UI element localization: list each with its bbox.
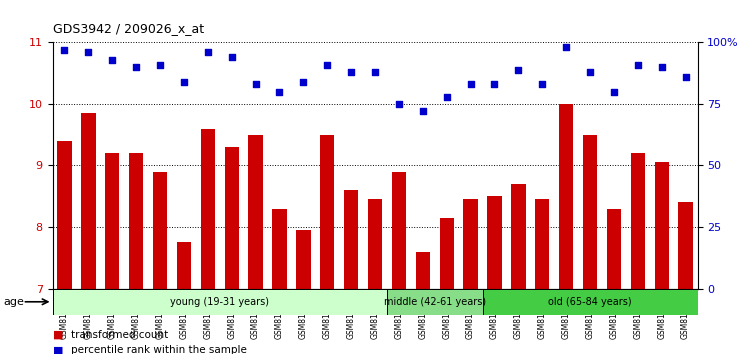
Point [441, 94, 453, 99]
Bar [559, 104, 573, 289]
Bar [655, 162, 669, 289]
Point [178, 79, 190, 85]
Bar [583, 135, 597, 289]
Point [58, 47, 70, 53]
Bar [177, 242, 191, 289]
Point [226, 55, 238, 60]
Bar [53, 289, 387, 315]
Bar [224, 147, 238, 289]
Point [536, 81, 548, 87]
Bar [248, 135, 262, 289]
Point [202, 50, 214, 55]
Text: young (19-31 years): young (19-31 years) [170, 297, 269, 307]
Bar [81, 113, 95, 289]
Bar [153, 172, 167, 289]
Bar [296, 230, 310, 289]
Point [608, 89, 620, 95]
Bar [105, 153, 119, 289]
Text: age: age [4, 297, 25, 307]
Point [297, 79, 309, 85]
Bar [344, 190, 358, 289]
Bar [129, 153, 143, 289]
Point [464, 81, 476, 87]
Point [250, 81, 262, 87]
Text: GDS3942 / 209026_x_at: GDS3942 / 209026_x_at [53, 22, 203, 35]
Bar [416, 252, 430, 289]
Text: ■: ■ [53, 346, 63, 354]
Bar [320, 135, 334, 289]
Bar [392, 172, 406, 289]
Bar [679, 202, 693, 289]
Bar [464, 199, 478, 289]
Point [417, 109, 429, 114]
Point [154, 62, 166, 68]
Point [560, 45, 572, 50]
Text: middle (42-61 years): middle (42-61 years) [384, 297, 486, 307]
Bar [535, 199, 550, 289]
Point [82, 50, 94, 55]
Bar [387, 289, 482, 315]
Text: ■: ■ [53, 330, 63, 339]
Point [321, 62, 333, 68]
Point [345, 69, 357, 75]
Point [656, 64, 668, 70]
Bar [482, 289, 698, 315]
Bar [607, 209, 621, 289]
Point [488, 81, 500, 87]
Bar [488, 196, 502, 289]
Text: percentile rank within the sample: percentile rank within the sample [71, 346, 248, 354]
Bar [272, 209, 286, 289]
Bar [440, 218, 454, 289]
Point [369, 69, 381, 75]
Point [584, 69, 596, 75]
Point [680, 74, 692, 80]
Bar [631, 153, 645, 289]
Point [632, 62, 644, 68]
Bar [368, 199, 382, 289]
Bar [57, 141, 71, 289]
Text: old (65-84 years): old (65-84 years) [548, 297, 632, 307]
Point [512, 67, 524, 72]
Text: transformed count: transformed count [71, 330, 169, 339]
Point [274, 89, 286, 95]
Bar [512, 184, 526, 289]
Point [393, 101, 405, 107]
Point [130, 64, 142, 70]
Bar [200, 129, 215, 289]
Point [106, 57, 118, 63]
